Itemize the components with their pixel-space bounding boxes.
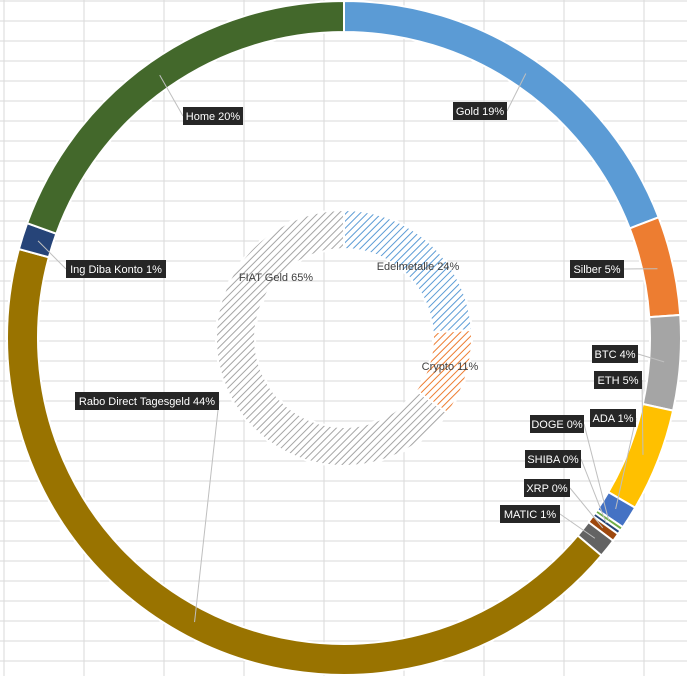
data-label-xrp: XRP 0%: [526, 483, 568, 495]
leader-ing-diba-konto: [37, 240, 67, 270]
label-box-ing-diba-konto: [66, 260, 166, 278]
label-box-eth: [594, 371, 642, 389]
data-label-ing-diba-konto: Ing Diba Konto 1%: [70, 264, 162, 276]
leader-xrp: [569, 487, 604, 529]
label-box-xrp: [524, 479, 570, 497]
label-box-silber: [570, 260, 624, 278]
slice-fiat-geld: [215, 208, 449, 467]
leader-home: [159, 74, 184, 117]
leader-eth: [641, 379, 644, 455]
label-box-matic: [500, 505, 560, 523]
leader-ada: [615, 417, 637, 510]
data-label-doge: DOGE 0%: [531, 419, 583, 431]
data-label-btc: BTC 4%: [595, 349, 636, 361]
slice-rabo-direct-tagesgeld: [6, 247, 603, 676]
leader-doge: [583, 423, 610, 520]
leader-lines: [37, 73, 665, 623]
label-box-rabo-direct-tagesgeld: [75, 392, 219, 410]
data-label-gold: Gold 19%: [456, 106, 505, 118]
data-label-silber: Silber 5%: [573, 264, 620, 276]
slice-silber: [628, 216, 682, 319]
data-labels: Gold 19% Silber 5% BTC 4% ETH 5% ADA 1% DOGE …: [66, 102, 642, 523]
leader-btc: [637, 353, 665, 363]
leader-rabo-direct-tagesgeld: [194, 400, 220, 623]
label-box-ada: [590, 409, 636, 427]
slice-home: [25, 0, 345, 236]
data-label-eth: ETH 5%: [598, 375, 639, 387]
data-label-home: Home 20%: [186, 111, 241, 123]
leader-matic: [559, 513, 596, 539]
inner-ring: [215, 208, 473, 467]
label-box-home: [183, 107, 243, 125]
label-box-btc: [592, 345, 638, 363]
leader-gold: [506, 73, 527, 112]
label-box-gold: [453, 102, 507, 120]
data-label-rabo-direct-tagesgeld: Rabo Direct Tagesgeld 44%: [79, 396, 215, 408]
outer-ring: [6, 0, 682, 676]
data-label-fiat-geld: FIAT Geld 65%: [239, 272, 313, 284]
data-label-ada: ADA 1%: [593, 413, 634, 425]
slice-btc: [641, 313, 682, 412]
data-label-matic: MATIC 1%: [504, 509, 557, 521]
data-label-edelmetalle: Edelmetalle 24%: [377, 261, 460, 273]
data-label-crypto: Crypto 11%: [422, 361, 479, 373]
leader-shiba: [580, 458, 607, 524]
label-box-shiba: [525, 450, 581, 468]
label-box-doge: [530, 415, 584, 433]
data-label-shiba: SHIBA 0%: [527, 454, 579, 466]
